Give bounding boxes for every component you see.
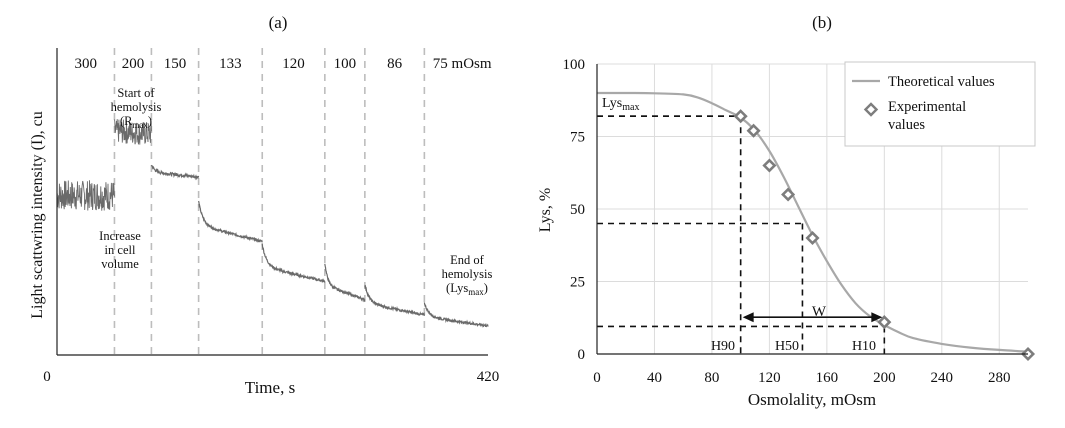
lysmax-label: Lysmax (602, 96, 639, 113)
x-tick-a-0: 0 (43, 369, 51, 385)
h90-label: H90 (711, 339, 735, 354)
legend-theoretical: Theoretical values (888, 74, 995, 90)
trace-segment (198, 200, 263, 243)
svg-text:hemolysis: hemolysis (111, 100, 162, 114)
segment-label: 100 (334, 56, 357, 72)
svg-text:Start of: Start of (117, 86, 155, 100)
panel-b: (b) 0 40 80 120 160 200 240 280 0 25 50 75 100 Lysma… (537, 13, 1036, 409)
tick-labels: 0 40 80 120 160 200 240 280 0 25 50 75 100 (563, 57, 1011, 386)
x-axis-label-b: Osmolality, mOsm (748, 390, 876, 409)
svg-text:in cell: in cell (105, 243, 136, 257)
trace-segment (324, 263, 366, 303)
experimental-point (746, 123, 761, 138)
trace-segment (150, 164, 200, 181)
svg-text:Increase: Increase (99, 229, 141, 243)
x-tick-b: 280 (988, 370, 1011, 386)
trace-segment (364, 284, 425, 317)
experimental-point (781, 187, 796, 202)
trace-segment (423, 302, 489, 328)
reference-lines (597, 115, 886, 354)
segment-label: 86 (387, 56, 403, 72)
x-axis-label-a: Time, s (245, 378, 295, 397)
annotation-increase-volume: Increase in cell volume (99, 229, 141, 271)
width-arrow: W (742, 304, 883, 323)
annotation-end-hemolysis: End of hemolysis (Lysmax) (442, 253, 493, 297)
theoretical-curve (597, 91, 1029, 353)
experimental-point (762, 158, 777, 173)
y-axis-label-b: Lys, % (537, 188, 554, 232)
width-arrow-head-right (871, 312, 883, 323)
svg-text:hemolysis: hemolysis (442, 267, 493, 281)
trace-segment (261, 243, 326, 284)
legend-box (844, 61, 1036, 147)
light-scattering-trace (56, 119, 489, 328)
width-arrow-head-left (742, 312, 754, 323)
segment-label: 200 (122, 56, 145, 72)
svg-text:(Lysmax): (Lysmax) (446, 281, 488, 297)
segment-labels: 300 200 150 133 120 100 86 75 mOsm (74, 56, 491, 72)
panel-a-label: (a) (269, 13, 288, 32)
legend: Theoretical values Experimental values (844, 61, 1036, 147)
panel-b-label: (b) (812, 13, 832, 32)
x-tick-b: 120 (758, 370, 781, 386)
svg-text:(Rmax): (Rmax) (120, 114, 152, 130)
x-tick-b: 200 (873, 370, 896, 386)
x-tick-b: 0 (593, 370, 601, 386)
segment-label: 75 mOsm (433, 56, 492, 72)
legend-experimental-1: Experimental (888, 99, 966, 115)
width-label: W (812, 304, 827, 320)
x-tick-b: 160 (816, 370, 839, 386)
x-tick-b: 40 (647, 370, 662, 386)
experimental-markers (733, 109, 1036, 362)
panel-a: (a) 300 200 150 133 120 100 86 75 mOsm 0 420 Ti… (29, 13, 499, 397)
legend-experimental-2: values (888, 117, 925, 133)
y-tick-b: 100 (563, 57, 586, 73)
h50-label: H50 (775, 339, 799, 354)
y-axis-label-a: Light scattwring intensity (I), cu (29, 111, 46, 319)
y-tick-b: 50 (570, 202, 585, 218)
svg-text:End of: End of (450, 253, 485, 267)
y-tick-b: 25 (570, 275, 585, 291)
h10-label: H10 (852, 339, 876, 354)
experimental-point (805, 230, 820, 246)
x-tick-b: 240 (931, 370, 954, 386)
y-tick-b: 75 (570, 130, 585, 146)
segment-label: 120 (282, 56, 305, 72)
x-tick-b: 80 (704, 370, 719, 386)
experimental-point (733, 109, 748, 124)
annotation-start-hemolysis: Start of hemolysis (Rmax) (111, 86, 162, 130)
y-tick-b: 0 (578, 347, 586, 363)
legend-diamond-swatch (863, 102, 879, 117)
svg-text:volume: volume (101, 257, 139, 271)
x-tick-a-1: 420 (477, 369, 500, 385)
experimental-point (877, 315, 892, 330)
segment-label: 150 (164, 56, 187, 72)
segment-dividers (113, 48, 426, 355)
segment-label: 133 (219, 56, 242, 72)
trace-segment (114, 119, 152, 145)
segment-label: 300 (74, 56, 97, 72)
trace-segment (56, 180, 115, 211)
